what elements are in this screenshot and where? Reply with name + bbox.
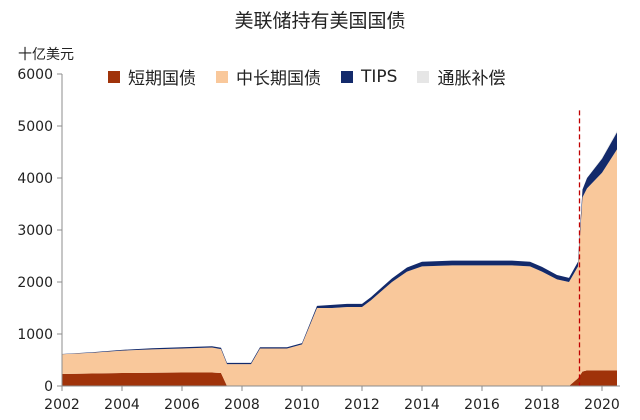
x-tick-label: 2020 xyxy=(584,397,620,413)
chart-title: 美联储持有美国国债 xyxy=(234,10,406,32)
y-tick-label: 3000 xyxy=(17,223,53,239)
legend-item-short: 短期国债 xyxy=(108,64,196,89)
y-tick-label: 1000 xyxy=(17,327,53,343)
x-tick-label: 2018 xyxy=(524,397,560,413)
y-tick-label: 6000 xyxy=(17,67,53,83)
legend-item-tips: TIPS xyxy=(341,67,397,87)
y-axis-unit-label: 十亿美元 xyxy=(18,47,74,63)
x-tick-label: 2002 xyxy=(44,397,80,413)
x-tick-label: 2016 xyxy=(464,397,500,413)
y-tick-label: 4000 xyxy=(17,171,53,187)
legend-label-tips: TIPS xyxy=(361,66,398,87)
x-tick-label: 2008 xyxy=(224,397,260,413)
legend-item-long: 中长期国债 xyxy=(216,64,321,89)
legend-swatch-long xyxy=(216,70,228,83)
legend-swatch-inflation xyxy=(417,70,430,83)
legend-label-inflation: 通胀补偿 xyxy=(437,69,506,89)
x-tick-label: 2004 xyxy=(104,397,140,413)
legend-label-long: 中长期国债 xyxy=(236,69,321,89)
x-tick-label: 2014 xyxy=(404,397,440,413)
legend-label-short: 短期国债 xyxy=(128,69,196,89)
y-tick-label: 0 xyxy=(44,379,53,395)
legend-swatch-tips xyxy=(341,70,353,83)
legend: 短期国债 中长期国债 TIPS 通胀补偿 xyxy=(108,64,525,89)
y-tick-label: 2000 xyxy=(17,275,53,291)
area-short-bills xyxy=(62,370,617,386)
legend-swatch-short xyxy=(108,70,120,83)
x-tick-label: 2010 xyxy=(284,397,320,413)
x-tick-label: 2012 xyxy=(344,397,380,413)
area-notes-bonds xyxy=(62,149,617,386)
y-tick-label: 5000 xyxy=(17,119,53,135)
x-tick-label: 2006 xyxy=(164,397,200,413)
legend-item-inflation: 通胀补偿 xyxy=(417,64,505,89)
